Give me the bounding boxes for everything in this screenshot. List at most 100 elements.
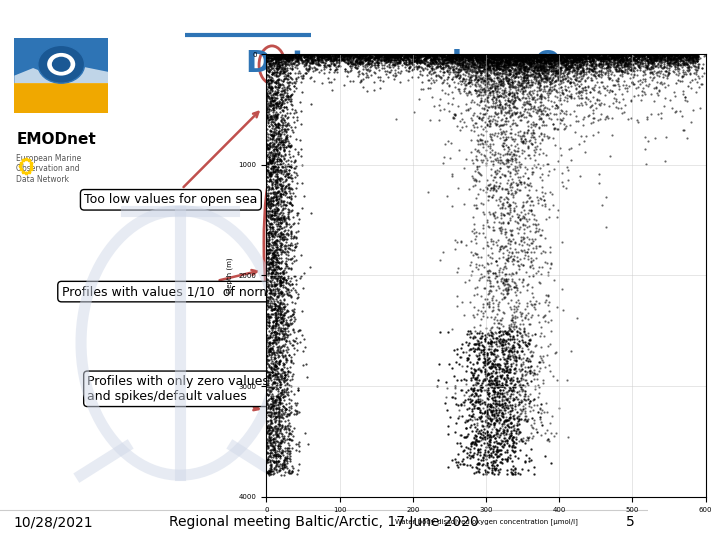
Point xyxy=(302,67,314,76)
Point xyxy=(492,103,503,111)
Point xyxy=(318,60,330,69)
Point xyxy=(296,52,307,60)
Point xyxy=(264,184,275,192)
Point xyxy=(493,468,505,476)
Point xyxy=(276,93,288,102)
Point xyxy=(542,435,554,443)
Point xyxy=(526,52,538,61)
Point xyxy=(260,179,271,187)
Point xyxy=(539,64,550,73)
Point xyxy=(274,139,286,148)
Point xyxy=(272,120,284,129)
Point xyxy=(256,67,268,76)
Point xyxy=(563,52,575,61)
Point xyxy=(491,334,503,342)
Point xyxy=(254,368,266,377)
Point xyxy=(499,52,510,61)
Point xyxy=(374,52,386,60)
Point xyxy=(279,259,291,268)
Point xyxy=(293,326,305,335)
Point xyxy=(494,59,505,68)
Point xyxy=(625,65,636,74)
Point xyxy=(552,92,563,101)
Point xyxy=(497,400,508,408)
Point xyxy=(512,92,523,100)
Point xyxy=(518,213,529,222)
Point xyxy=(529,143,541,151)
Point xyxy=(266,193,277,202)
Point xyxy=(523,111,535,119)
Point xyxy=(270,53,282,62)
Point xyxy=(348,53,359,62)
Point xyxy=(531,53,543,62)
Point xyxy=(616,53,627,62)
Point xyxy=(513,55,524,63)
Point xyxy=(426,64,438,72)
Point xyxy=(652,55,664,63)
Point xyxy=(489,397,500,406)
Point xyxy=(590,52,601,61)
Point xyxy=(511,146,523,155)
Point xyxy=(497,104,508,112)
Point xyxy=(497,427,508,435)
Point xyxy=(517,76,528,84)
Point xyxy=(539,316,550,325)
Point xyxy=(486,408,498,417)
Point xyxy=(486,461,498,470)
Point xyxy=(274,214,286,222)
Point xyxy=(457,64,469,73)
Point xyxy=(471,58,482,67)
Point xyxy=(272,102,284,111)
Point xyxy=(286,51,297,60)
Point xyxy=(527,57,539,65)
Point xyxy=(510,313,521,322)
Point xyxy=(262,310,274,319)
Point xyxy=(490,442,501,450)
Point xyxy=(483,56,495,65)
Point xyxy=(274,462,285,470)
Point xyxy=(499,338,510,346)
Point xyxy=(271,66,283,75)
Point xyxy=(503,434,514,442)
Point xyxy=(284,53,296,62)
Point xyxy=(498,346,509,355)
Point xyxy=(439,89,451,98)
Point xyxy=(370,52,382,60)
Point xyxy=(306,58,318,66)
Point xyxy=(513,112,525,120)
Point xyxy=(673,53,685,62)
Point xyxy=(540,82,552,91)
Point xyxy=(652,91,664,99)
Point xyxy=(462,59,474,68)
Point xyxy=(274,55,286,63)
Point xyxy=(256,260,267,269)
Point xyxy=(271,468,282,477)
Point xyxy=(274,214,285,222)
Point xyxy=(296,50,307,59)
Point xyxy=(456,56,468,64)
Point xyxy=(261,54,272,63)
Point xyxy=(526,80,538,89)
Point xyxy=(528,50,539,59)
Point xyxy=(490,416,502,424)
Point xyxy=(277,181,289,190)
Point xyxy=(549,72,561,80)
Point xyxy=(271,173,283,181)
Point xyxy=(256,63,268,71)
Point xyxy=(480,466,491,475)
Point xyxy=(563,65,575,73)
Point xyxy=(262,303,274,312)
Point xyxy=(483,273,495,281)
Point xyxy=(544,59,555,68)
Point xyxy=(531,226,542,235)
Point xyxy=(610,51,621,59)
Point xyxy=(264,241,275,250)
Point xyxy=(338,52,350,60)
Point xyxy=(372,51,384,59)
Point xyxy=(511,421,523,430)
Point xyxy=(510,51,521,60)
Point xyxy=(266,269,278,278)
Point xyxy=(454,60,466,69)
Point xyxy=(262,342,274,350)
Point xyxy=(488,78,500,87)
